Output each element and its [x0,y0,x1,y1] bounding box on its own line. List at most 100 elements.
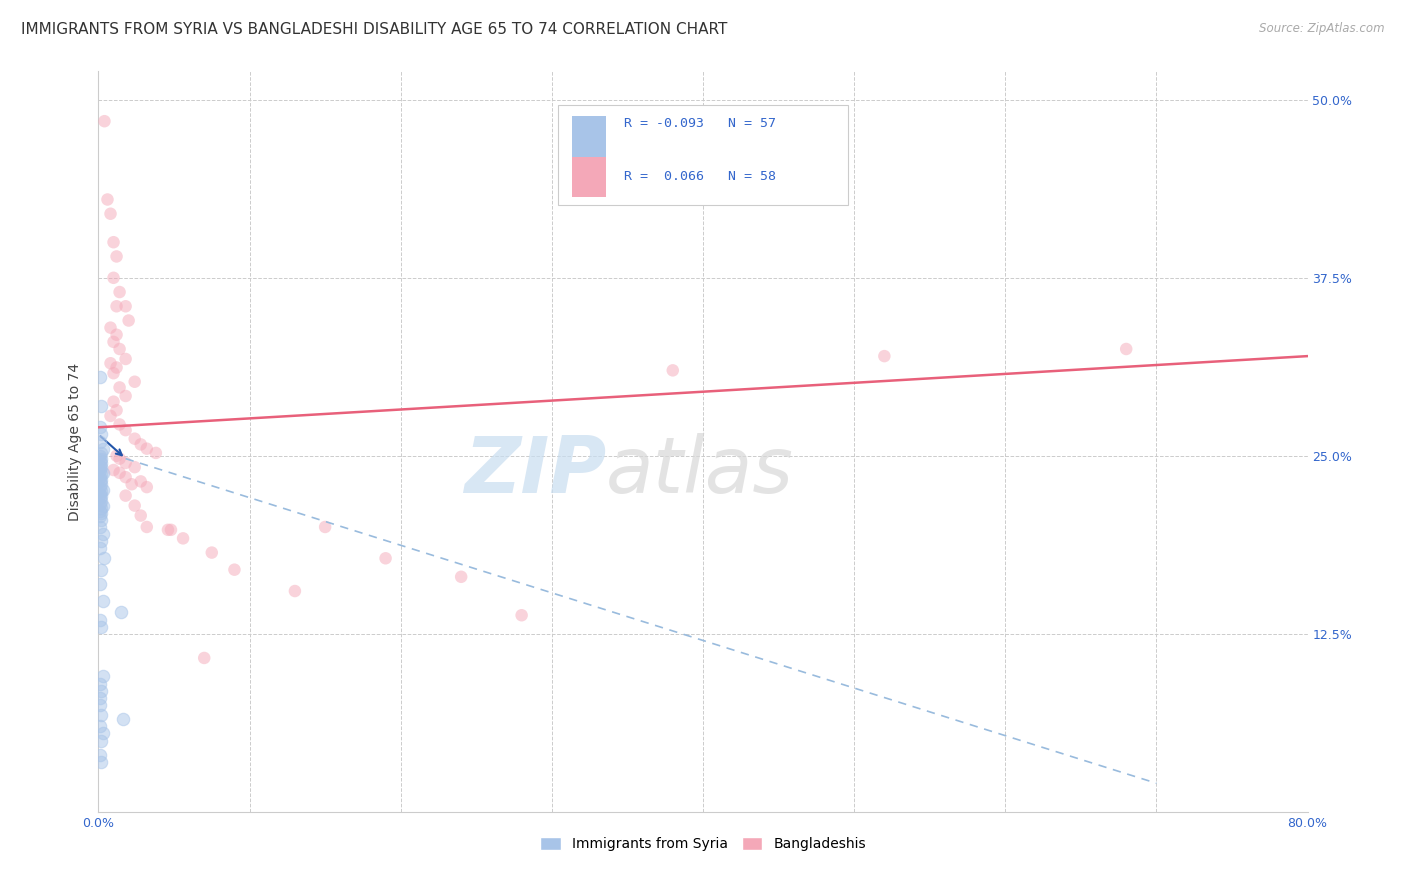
Text: ZIP: ZIP [464,434,606,509]
Point [103,270,125,285]
Point [90,460,112,475]
Point [100,409,122,423]
Point [108,417,131,432]
Point [91,483,114,497]
Text: Source: ZipAtlas.com: Source: ZipAtlas.com [1260,22,1385,36]
Point [103,463,125,477]
Point [193,651,215,665]
Point [90,506,112,520]
Point [103,235,125,250]
Point [89,458,111,473]
Point [114,456,136,470]
Point [90,733,112,747]
Point [661,363,683,377]
Point [91,499,114,513]
Point [89,747,111,762]
Point [89,420,111,434]
Point [89,463,111,477]
Point [91,466,114,480]
Point [90,456,112,470]
Point [124,432,146,446]
Text: IMMIGRANTS FROM SYRIA VS BANGLADESHI DISABILITY AGE 65 TO 74 CORRELATION CHART: IMMIGRANTS FROM SYRIA VS BANGLADESHI DIS… [21,22,727,37]
Point [314,520,336,534]
Legend: Immigrants from Syria, Bangladeshis: Immigrants from Syria, Bangladeshis [534,831,872,856]
Point [284,584,307,599]
Point [90,467,112,482]
Point [93,114,115,128]
Point [105,250,128,264]
Point [129,508,152,523]
Point [105,360,128,375]
Point [135,520,157,534]
Y-axis label: Disability Age 65 to 74: Disability Age 65 to 74 [69,362,83,521]
Point [103,366,125,380]
Point [124,375,146,389]
Point [103,334,125,349]
Point [89,470,111,484]
Point [89,613,111,627]
Point [129,475,152,489]
Point [224,563,246,577]
Text: R = -0.093   N = 57: R = -0.093 N = 57 [624,117,776,129]
Point [374,551,396,566]
Point [90,563,112,577]
Point [91,669,114,683]
Point [89,434,111,449]
Point [111,712,134,726]
Point [90,513,112,527]
Point [89,520,111,534]
Point [89,454,111,468]
Point [201,546,224,560]
FancyBboxPatch shape [572,116,606,156]
Point [89,690,111,705]
Point [156,523,179,537]
Point [510,608,533,623]
Point [90,473,112,487]
Point [89,541,111,556]
Point [89,504,111,518]
Point [90,619,112,633]
Point [450,570,472,584]
Point [124,460,146,475]
Point [89,577,111,591]
Point [89,475,111,489]
Point [93,551,115,566]
Point [105,449,128,463]
Point [90,399,112,413]
Point [160,523,183,537]
Point [114,423,136,437]
Point [90,494,112,508]
FancyBboxPatch shape [572,156,606,197]
Point [89,497,111,511]
Text: atlas: atlas [606,434,794,509]
Point [1115,342,1137,356]
FancyBboxPatch shape [558,104,848,204]
Point [100,356,122,370]
Point [103,394,125,409]
Point [108,342,131,356]
Point [172,532,194,546]
Point [90,534,112,549]
Point [108,380,131,394]
Point [145,446,167,460]
Point [114,351,136,366]
Point [90,683,112,698]
Point [105,327,128,342]
Point [90,755,112,769]
Point [110,606,132,620]
Point [114,299,136,313]
Point [118,313,141,327]
Text: R =  0.066   N = 58: R = 0.066 N = 58 [624,170,776,183]
Point [90,451,112,466]
Point [135,480,157,494]
Point [129,437,152,451]
Point [100,207,122,221]
Point [108,285,131,299]
Point [90,477,112,491]
Point [91,594,114,608]
Point [105,403,128,417]
Point [91,442,114,456]
Point [89,449,111,463]
Point [89,487,111,501]
Point [114,489,136,503]
